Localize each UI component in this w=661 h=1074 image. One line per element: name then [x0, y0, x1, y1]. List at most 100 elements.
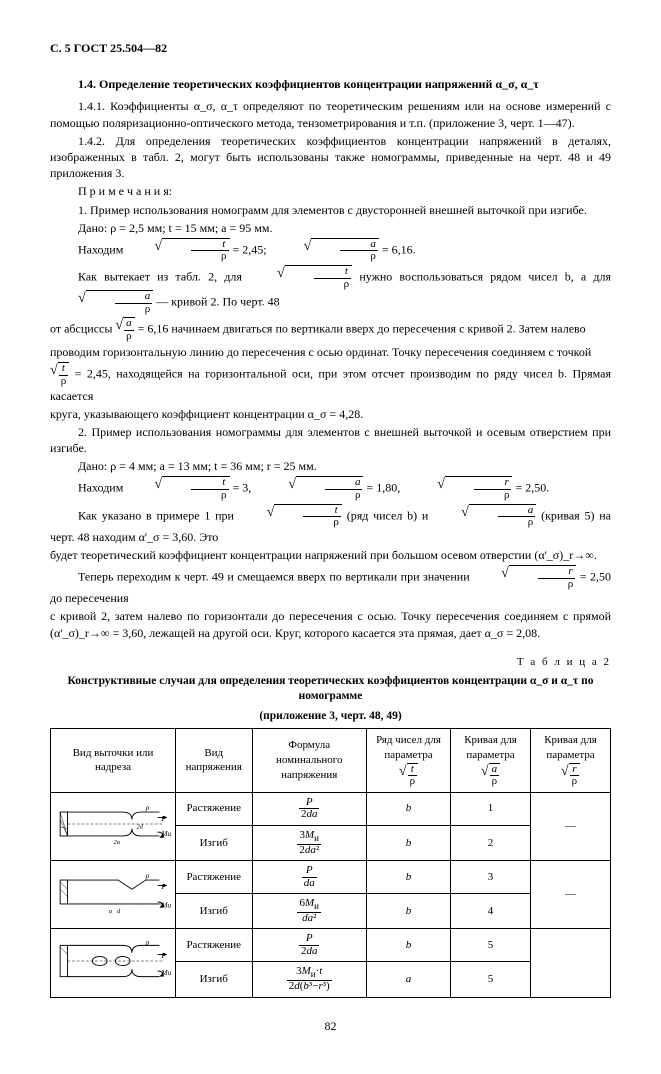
note1-given: Дано: ρ = 2,5 мм; t = 15 мм; a = 95 мм.: [50, 220, 611, 236]
section-num: 1.4.: [78, 77, 96, 91]
curve-a-cell: 5: [451, 929, 531, 962]
diagram-cell: ρ P Mи 2a 2d: [51, 792, 176, 860]
sqrt-a-rho-icon: aρ: [276, 238, 379, 263]
series-cell: b: [366, 861, 450, 894]
curve-r-cell: —: [531, 861, 611, 929]
note2-intro: 2. Пример использования номограммы для э…: [50, 424, 611, 456]
txt: Кривая для параметра: [544, 734, 597, 761]
table-row: ρ P Mи 2a 2d Растяжение P2da b 1 —: [51, 792, 611, 825]
sqrt-t-rho-icon: tρ: [249, 265, 352, 290]
table-row: ρ P Mи a d Растяжение Pda b 3 —: [51, 861, 611, 894]
svg-text:2a: 2a: [113, 839, 119, 846]
series-cell: b: [366, 792, 450, 825]
formula-cell: P2da: [252, 929, 366, 962]
txt: (ряд чисел b) и: [347, 508, 433, 522]
sqrt-t-rho-icon: tρ: [126, 476, 229, 501]
series-cell: a: [366, 962, 450, 997]
find-label: Находим: [78, 481, 126, 495]
txt: — кривой 2. По черт. 48: [156, 294, 279, 308]
formula-cell: 6Mиda²: [252, 894, 366, 929]
txt: Теперь переходим к черт. 49 и смещаемся …: [78, 569, 473, 583]
sqrt-r-rho-icon: rρ: [409, 476, 512, 501]
curve-a-cell: 3: [451, 861, 531, 894]
page-number: 82: [50, 1018, 611, 1034]
curve-r-cell: [531, 929, 611, 997]
txt: = 6,16 начинаем двигаться по вертикали в…: [138, 321, 586, 335]
v2: 1,80: [376, 481, 397, 495]
svg-text:2d: 2d: [136, 824, 143, 831]
section-text: Определение теоретических коэффициентов …: [99, 77, 539, 91]
note2-p1: Как указано в примере 1 при tρ (ряд чисе…: [50, 504, 611, 545]
txt: Ряд чисел для параметра: [376, 734, 441, 761]
sqrt-t-rho-icon: tρ: [50, 362, 69, 387]
notch-diagram-icon: ρ P Mи: [56, 938, 171, 984]
note1-intro: 1. Пример использования номограмм для эл…: [50, 202, 611, 218]
series-cell: b: [366, 894, 450, 929]
table-caption2: (приложение 3, черт. 48, 49): [50, 709, 611, 725]
note1-p5: круга, указывающего коэффициент концентр…: [50, 406, 611, 422]
svg-text:a d: a d: [108, 908, 120, 915]
th-stress: Вид напряжения: [176, 729, 253, 793]
stress-cell: Растяжение: [176, 792, 253, 825]
notch-diagram-icon: ρ P Mи a d: [56, 869, 171, 915]
sqrt-a-rho-icon: aρ: [481, 763, 500, 788]
th-diagram: Вид выточки или надреза: [51, 729, 176, 793]
th-series: Ряд чисел для параметра tρ: [366, 729, 450, 793]
curve-a-cell: 4: [451, 894, 531, 929]
table-number: Т а б л и ц а 2: [50, 655, 611, 670]
page-header: С. 5 ГОСТ 25.504—82: [50, 40, 611, 56]
formula-cell: P2da: [252, 792, 366, 825]
txt: = 2,45, находящейся на горизонтальной ос…: [50, 367, 611, 403]
notes-label: П р и м е ч а н и я:: [50, 183, 611, 199]
stress-cell: Изгиб: [176, 894, 253, 929]
sqrt-t-rho-icon: tρ: [399, 763, 418, 788]
table-2: Вид выточки или надреза Вид напряжения Ф…: [50, 728, 611, 998]
find-label: Находим: [78, 242, 126, 256]
series-cell: b: [366, 929, 450, 962]
stress-cell: Растяжение: [176, 929, 253, 962]
stress-cell: Изгиб: [176, 962, 253, 997]
sqrt-a-rho-icon: aρ: [115, 317, 134, 342]
formula-cell: 3Mи2da²: [252, 825, 366, 860]
v1: 3: [242, 481, 248, 495]
svg-text:ρ: ρ: [144, 803, 149, 812]
section-title: 1.4. Определение теоретических коэффицие…: [50, 76, 611, 92]
txt: от абсциссы: [50, 321, 115, 335]
note1-p2: от абсциссы aρ = 6,16 начинаем двигаться…: [50, 317, 611, 342]
sqrt-r-rho-icon: rρ: [473, 565, 576, 590]
para-141: 1.4.1. Коэффициенты α_σ, α_τ определяют …: [50, 98, 611, 130]
curve-r-cell: —: [531, 792, 611, 860]
note2-given: Дано: ρ = 4 мм; a = 13 мм; t = 36 мм; r …: [50, 458, 611, 474]
para-142: 1.4.2. Для определения теоретических коэ…: [50, 133, 611, 182]
sqrt-r-rho-icon: rρ: [561, 763, 580, 788]
txt: Кривая для параметра: [464, 734, 517, 761]
txt: Как вытекает из табл. 2, для: [78, 269, 249, 283]
curve-a-cell: 5: [451, 962, 531, 997]
table-caption1: Конструктивные случаи для определения те…: [50, 674, 611, 705]
diagram-cell: ρ P Mи a d: [51, 861, 176, 929]
series-cell: b: [366, 825, 450, 860]
note1-p4: tρ = 2,45, находящейся на горизонтальной…: [50, 362, 611, 403]
formula-cell: 3Mи·t2d(b³−r³): [252, 962, 366, 997]
curve-a-cell: 2: [451, 825, 531, 860]
sqrt-a-rho-icon: aρ: [260, 476, 363, 501]
th-formula: Формула номинального напряжения: [252, 729, 366, 793]
diagram-cell: ρ P Mи: [51, 929, 176, 997]
note1-p3: проводим горизонтальную линию до пересеч…: [50, 344, 611, 360]
formula-cell: Pda: [252, 861, 366, 894]
note2-p4: с кривой 2, затем налево по горизонтали …: [50, 608, 611, 640]
note2-find: Находим tρ = 3, aρ = 1,80, rρ = 2,50.: [50, 476, 611, 501]
th-curve-r: Кривая для параметра rρ: [531, 729, 611, 793]
stress-cell: Изгиб: [176, 825, 253, 860]
val1: 2,45: [242, 242, 263, 256]
note2-p3: Теперь переходим к черт. 49 и смещаемся …: [50, 565, 611, 606]
stress-cell: Растяжение: [176, 861, 253, 894]
table-row: ρ P Mи Растяжение P2da b 5: [51, 929, 611, 962]
val2: 6,16: [392, 242, 413, 256]
note1-find: Находим tρ = 2,45; aρ = 6,16.: [50, 238, 611, 263]
svg-text:ρ: ρ: [144, 938, 149, 946]
sqrt-t-rho-icon: tρ: [239, 504, 342, 529]
svg-text:ρ: ρ: [144, 872, 149, 881]
sqrt-a-rho-icon: aρ: [433, 504, 536, 529]
v3: 2,50: [525, 481, 546, 495]
